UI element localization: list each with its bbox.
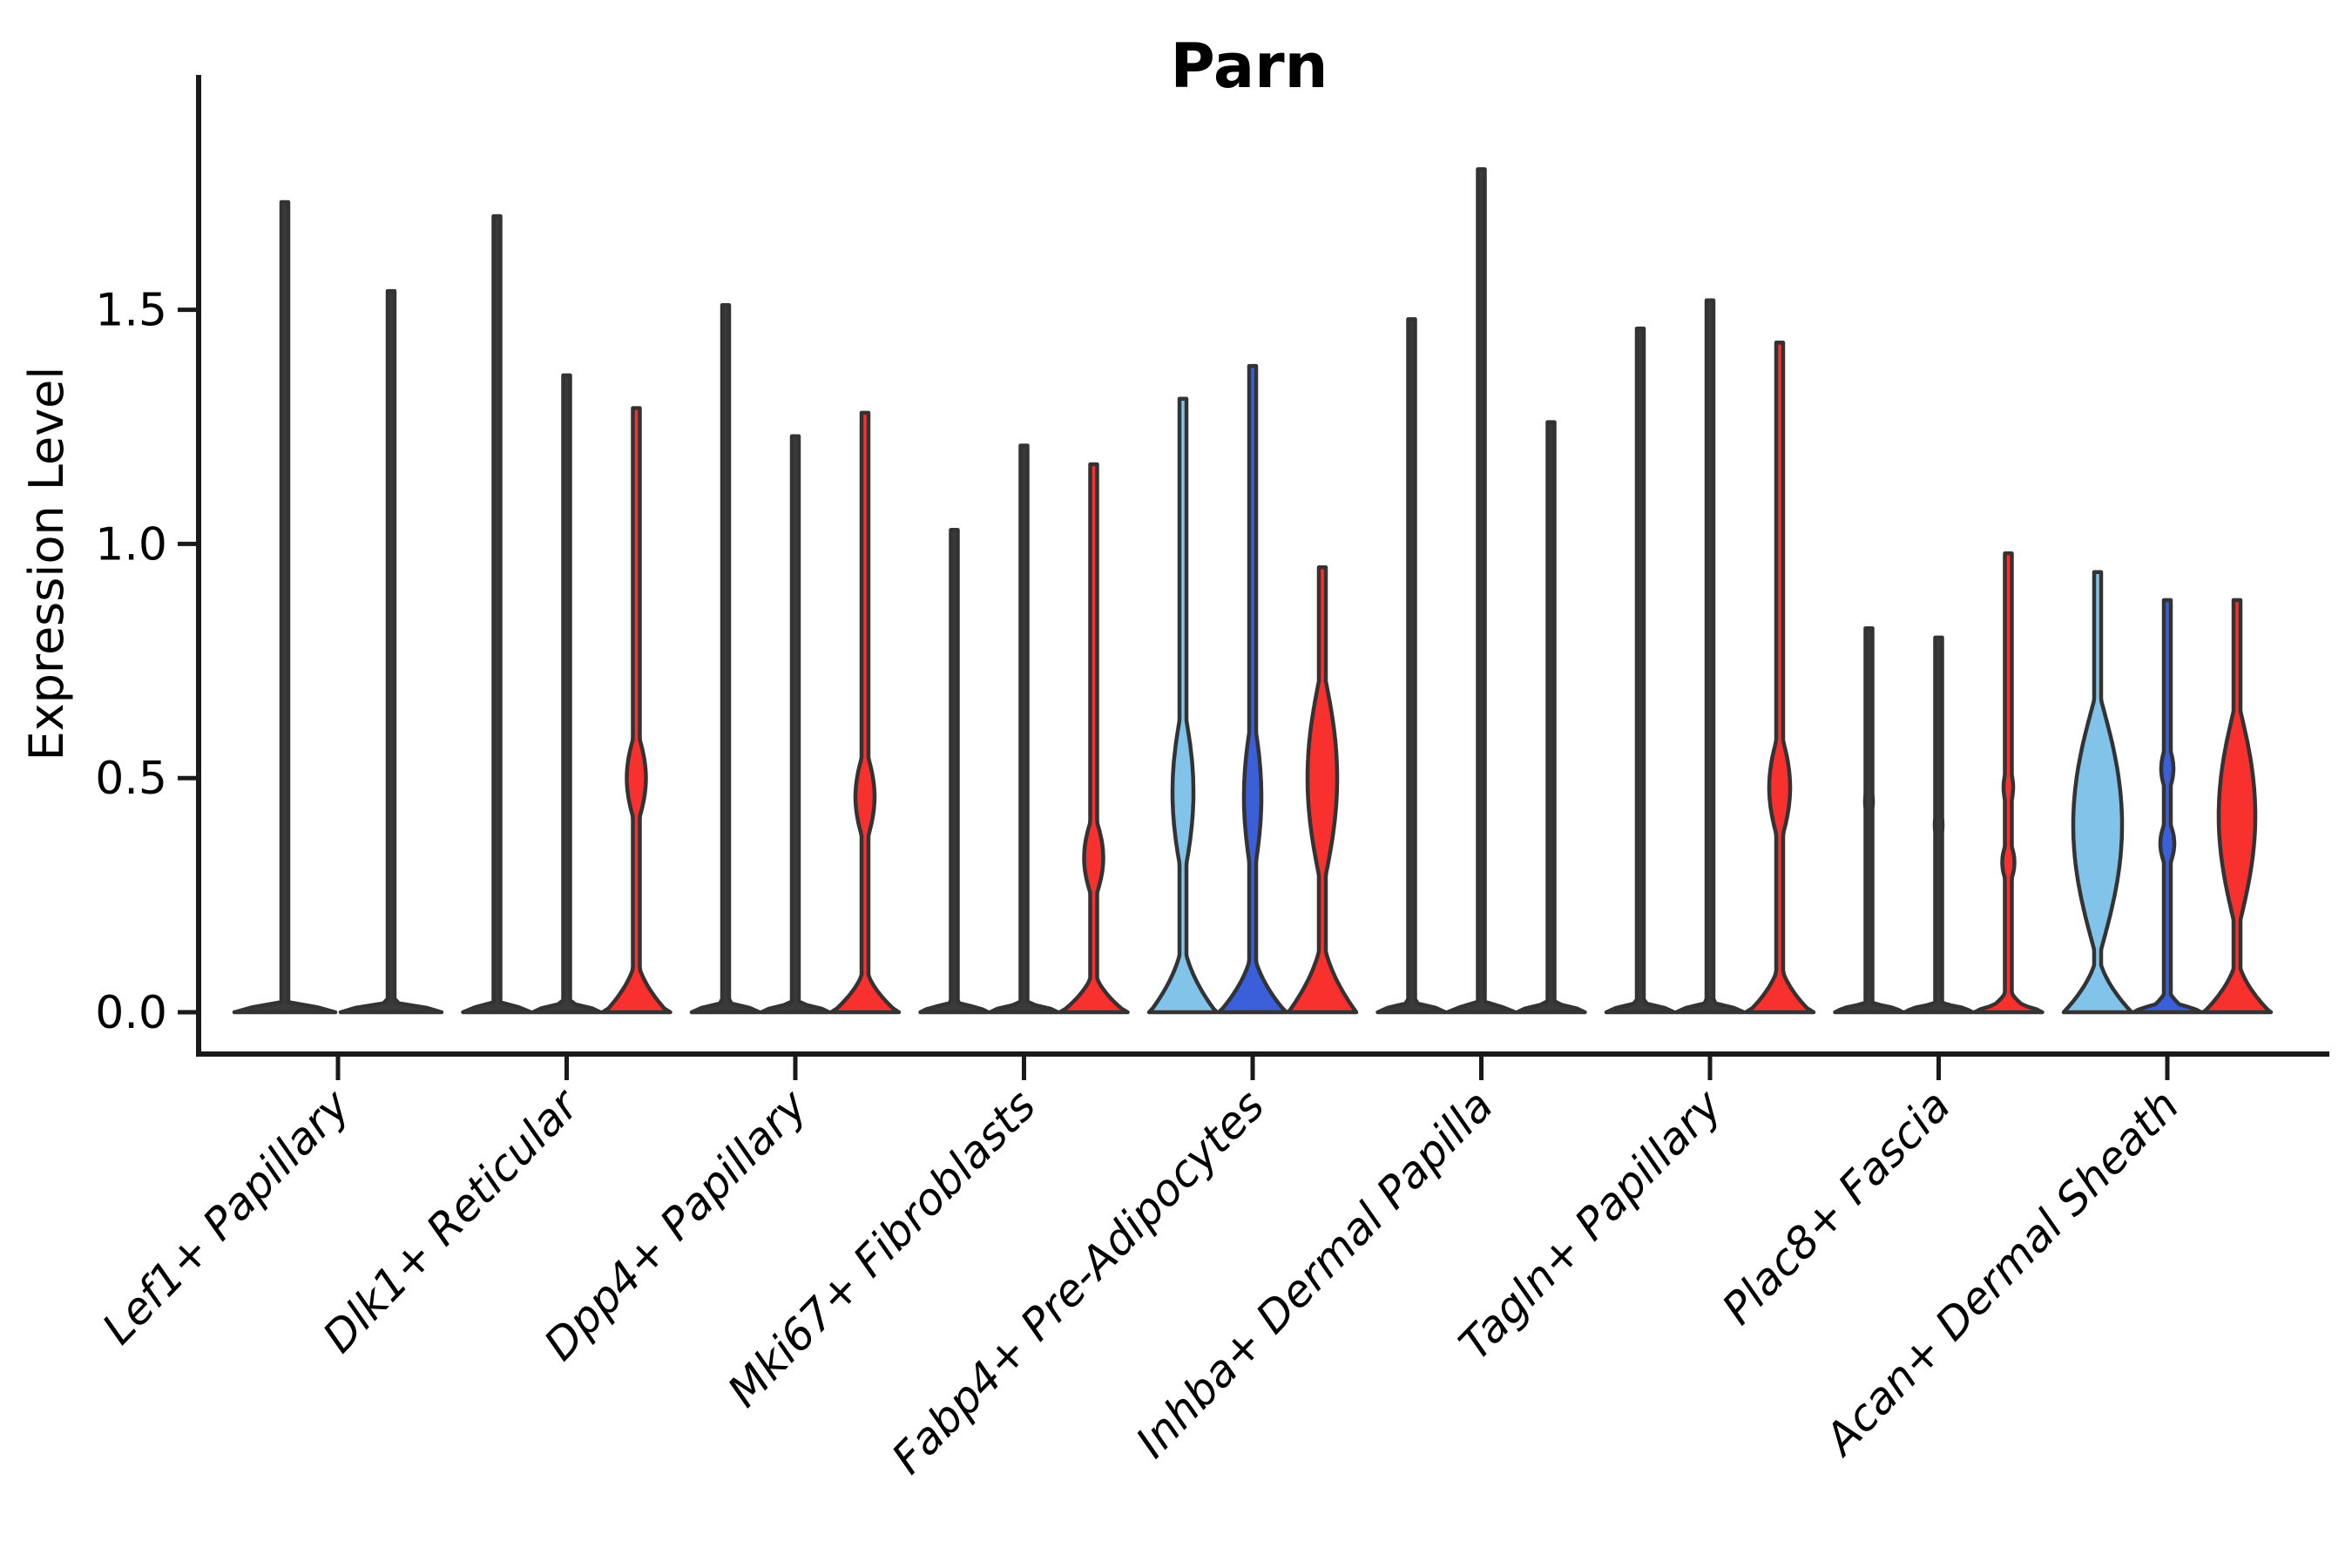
y-tick-label: 0.0 xyxy=(95,987,167,1039)
violin-dpp4-3 xyxy=(828,410,902,1015)
y-tick-label: 1.0 xyxy=(95,518,167,571)
violin-acan-2 xyxy=(2131,598,2204,1015)
chart-title: Parn xyxy=(1170,30,1328,102)
violin-plac8-3 xyxy=(1972,551,2044,1015)
violin-fabp4-2 xyxy=(1216,363,1289,1015)
violin-fabp4-3 xyxy=(1286,565,1359,1015)
violin-inhba-3 xyxy=(1515,420,1587,1015)
violin-dpp4-1 xyxy=(689,302,762,1015)
y-tick-label: 1.5 xyxy=(95,285,167,337)
violins xyxy=(232,167,2274,1015)
violin-tagln-3 xyxy=(1743,340,1816,1015)
violin-tagln-2 xyxy=(1673,298,1747,1015)
violin-fabp4-1 xyxy=(1146,396,1220,1015)
violin-acan-1 xyxy=(2061,570,2134,1015)
violin-inhba-2 xyxy=(1445,167,1517,1015)
violin-mki67-2 xyxy=(988,443,1060,1015)
violin-mki67-3 xyxy=(1058,462,1130,1015)
violin-lef1-1 xyxy=(232,199,338,1015)
violin-inhba-1 xyxy=(1375,317,1448,1015)
violin-acan-3 xyxy=(2200,598,2274,1015)
x-tick-label: Fabp4+ Pre-Adipocytes xyxy=(882,1080,1274,1484)
violin-dlk1-3 xyxy=(600,406,672,1015)
violin-plac8-2 xyxy=(1903,635,1975,1015)
violin-tagln-1 xyxy=(1604,326,1677,1015)
y-axis-label: Expression Level xyxy=(19,367,74,761)
y-tick-label: 0.5 xyxy=(95,753,167,805)
violin-dpp4-2 xyxy=(759,434,832,1015)
y-axis-ticks: 0.0 0.5 1.0 1.5 xyxy=(95,285,198,1039)
violin-lef1-2 xyxy=(338,288,444,1015)
x-tick-label: Lef1+ Papillary xyxy=(92,1079,360,1354)
axes xyxy=(196,75,2329,1057)
violin-plac8-1 xyxy=(1833,625,1905,1015)
x-tick-label: Plac8+ Fascia xyxy=(1713,1080,1960,1335)
violin-dlk1-2 xyxy=(531,373,603,1015)
violin-dlk1-1 xyxy=(461,213,533,1015)
violin-mki67-1 xyxy=(918,528,990,1015)
